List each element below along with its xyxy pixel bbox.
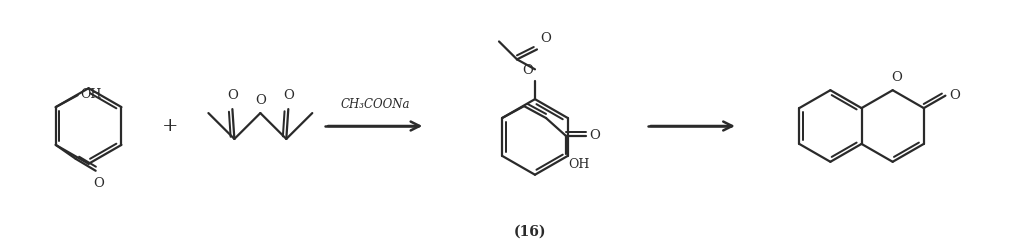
Text: O: O	[949, 89, 961, 102]
Text: O: O	[227, 89, 238, 102]
Text: (16): (16)	[514, 224, 546, 238]
Text: O: O	[891, 71, 902, 84]
Text: O: O	[283, 89, 294, 102]
Text: O: O	[540, 33, 551, 45]
Text: O: O	[255, 94, 266, 107]
Text: OH: OH	[568, 158, 590, 171]
Text: O: O	[522, 64, 532, 77]
Text: OH: OH	[81, 88, 102, 101]
Text: O: O	[93, 177, 104, 190]
Text: CH₃COONa: CH₃COONa	[340, 98, 410, 111]
Text: O: O	[589, 130, 600, 142]
Text: +: +	[162, 117, 179, 135]
